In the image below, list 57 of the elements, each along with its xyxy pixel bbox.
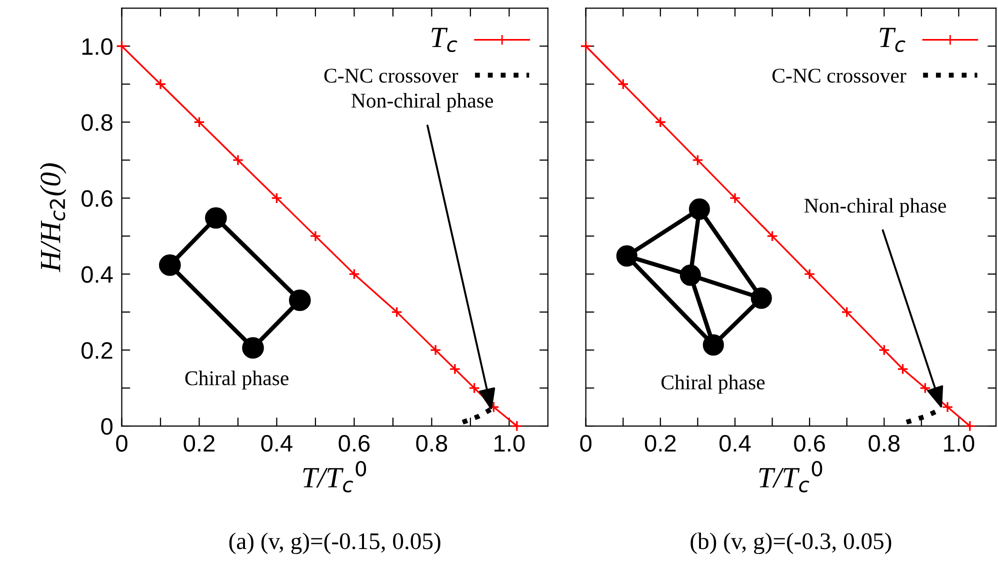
x-axis-title: T/T$_{c}$$^{0}$ [759, 460, 822, 492]
point [804, 268, 816, 280]
x-tick-label: 0.2 [184, 434, 214, 452]
legend-label: C-NC crossover [772, 68, 906, 83]
y-tick-label: 0 [101, 418, 112, 435]
x-tick-label: 0.6 [794, 434, 825, 452]
point [766, 230, 778, 242]
point [430, 344, 442, 356]
y-axis-title: H/H$_{c2}$(0) [40, 163, 66, 272]
point [897, 363, 908, 375]
point [391, 306, 403, 318]
legend-label: T$_{c}$ [432, 28, 458, 52]
x-axis-title: T/T$_{c}$$^{0}$ [303, 460, 366, 492]
point [617, 78, 629, 90]
point [449, 363, 461, 375]
point [232, 154, 244, 166]
point [942, 401, 954, 413]
text: (a) (v, g)=(-0.15, 0.05) [229, 532, 440, 554]
x-tick-label: 0 [116, 434, 128, 452]
y-tick-label: 0.2 [82, 342, 112, 359]
point [194, 116, 205, 128]
y-tick-label: 1.0 [82, 38, 112, 55]
point [488, 401, 500, 413]
point [154, 78, 166, 90]
point [310, 230, 322, 242]
point [878, 344, 890, 356]
point [116, 40, 128, 52]
annotation: Chiral phase [661, 374, 765, 394]
point [964, 420, 976, 432]
x-tick-label: 1.0 [944, 434, 974, 452]
legend-label: T$_{c}$ [880, 28, 906, 52]
x-tick-label: 0 [580, 434, 592, 452]
x-tick-label: 1.0 [494, 434, 525, 452]
y-tick-label: 0.6 [82, 190, 112, 207]
x-tick-label: 0.6 [338, 434, 370, 452]
point [654, 116, 666, 128]
y-tick-label: 0.8 [82, 114, 112, 131]
x-tick-label: 0.8 [868, 434, 900, 452]
point [511, 420, 523, 432]
x-tick-label: 0.2 [644, 434, 676, 452]
point [919, 382, 931, 394]
legend-label: C-NC crossover [324, 68, 458, 83]
x-tick-label: 0.8 [416, 434, 448, 452]
x-tick-label: 0.4 [261, 434, 292, 452]
point [841, 306, 853, 318]
point [580, 40, 592, 52]
point [348, 268, 360, 280]
annotation: Non-chiral phase [351, 93, 493, 112]
text: (b) (v, g)=(-0.3, 0.05) [690, 532, 892, 554]
annotation: Chiral phase [185, 370, 288, 390]
point [271, 192, 282, 204]
x-tick-label: 0.4 [719, 434, 751, 452]
y-tick-label: 0.4 [82, 266, 113, 283]
point [468, 382, 480, 394]
annotation: Non-chiral phase [804, 198, 946, 217]
point [729, 192, 741, 204]
point [692, 154, 704, 166]
